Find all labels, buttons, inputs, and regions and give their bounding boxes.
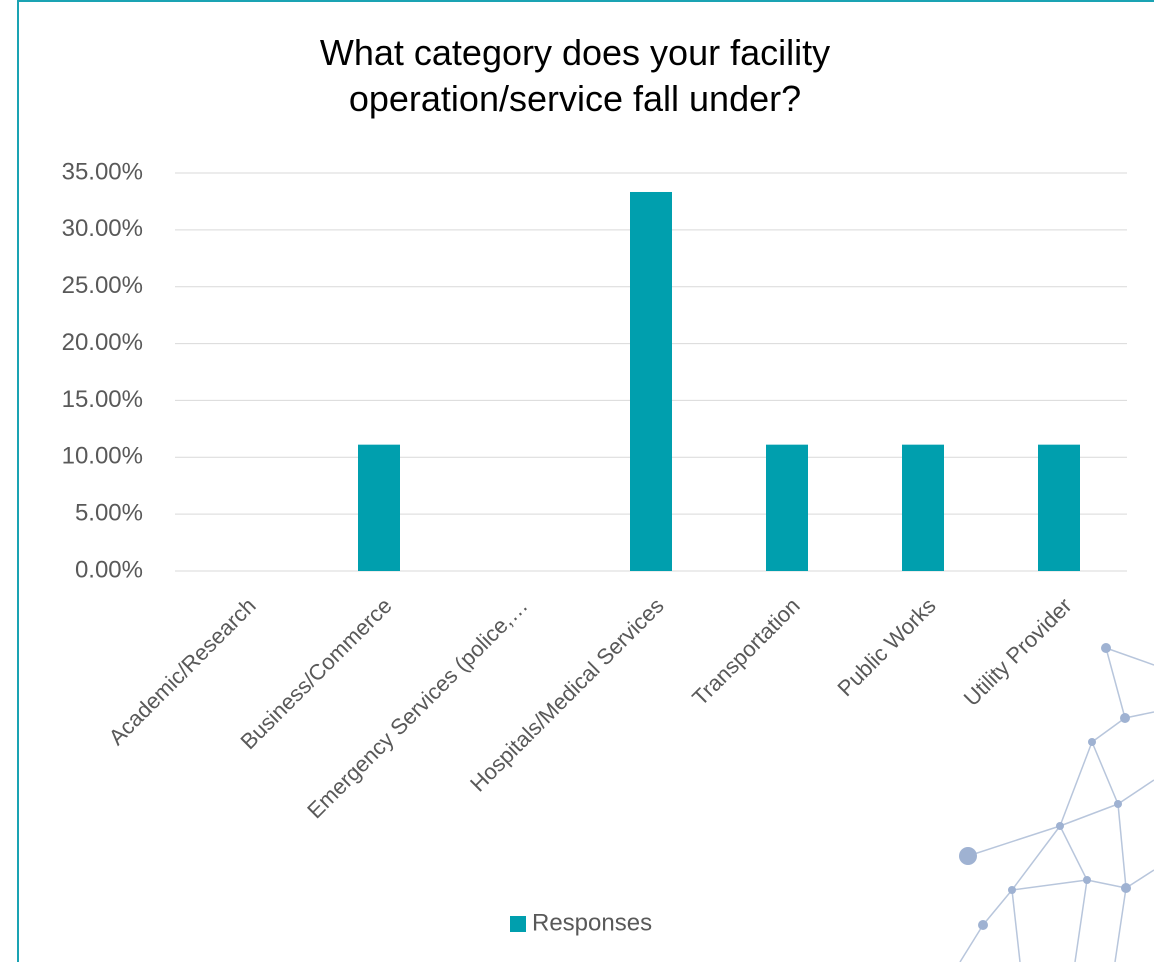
- y-tick-label: 20.00%: [62, 329, 143, 356]
- y-tick-label: 15.00%: [62, 386, 143, 413]
- bar: [630, 191, 672, 571]
- legend-swatch: [510, 916, 526, 932]
- y-tick-label: 30.00%: [62, 215, 143, 242]
- y-tick-label: 0.00%: [75, 556, 143, 583]
- y-tick-label: 10.00%: [62, 443, 143, 470]
- x-tick-label: Academic/Research: [104, 593, 261, 750]
- bar: [766, 444, 808, 571]
- bar: [902, 444, 944, 571]
- legend-label: Responses: [532, 909, 652, 936]
- x-tick-label: Utility Provider: [959, 593, 1077, 711]
- chart-title: What category does your facility operati…: [319, 32, 831, 119]
- y-tick-label: 25.00%: [62, 272, 143, 299]
- y-tick-label: 5.00%: [75, 499, 143, 526]
- bar: [358, 444, 400, 571]
- x-tick-label: Public Works: [832, 593, 940, 701]
- x-tick-label: Transportation: [687, 593, 804, 710]
- bar: [1038, 444, 1080, 571]
- decoration: [959, 643, 1154, 962]
- x-tick-label: Emergency Services (police,…: [302, 593, 532, 823]
- y-tick-label: 35.00%: [62, 158, 143, 185]
- x-tick-label: Business/Commerce: [235, 593, 396, 754]
